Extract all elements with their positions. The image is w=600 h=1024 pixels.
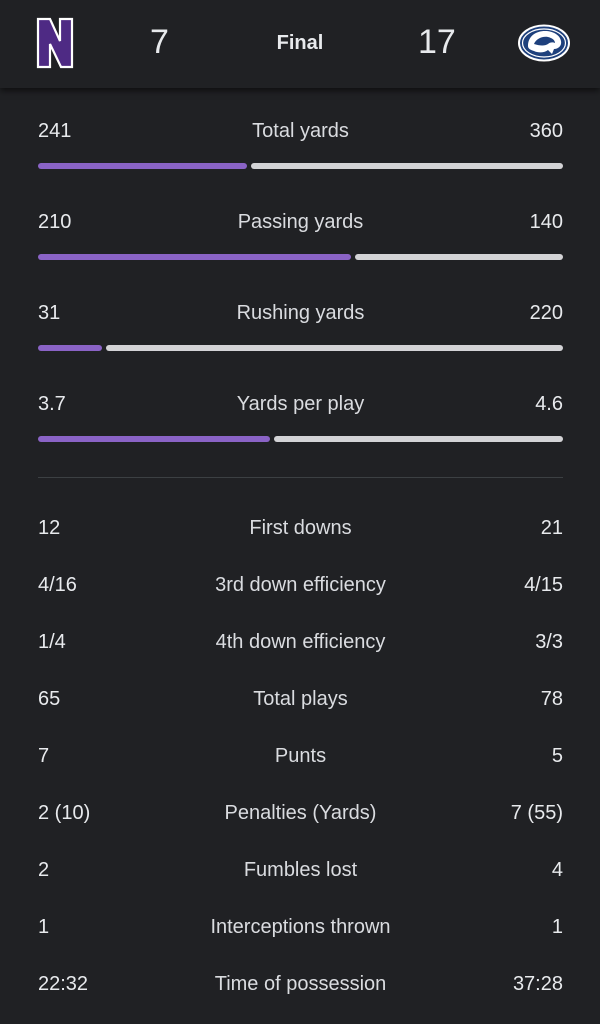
stat-row: Punts 7 5 [38, 741, 563, 771]
bar-stat-row: Rushing yards 31 220 [38, 298, 563, 351]
away-stat-value: 1 [551, 916, 563, 938]
stat-name: First downs [249, 517, 352, 539]
stat-name: Penalties (Yards) [224, 802, 377, 824]
stat-name: Yards per play [236, 393, 365, 415]
away-stat-value: 220 [529, 302, 563, 324]
comparison-bar [38, 163, 563, 169]
stat-row: Interceptions thrown 1 1 [38, 912, 563, 942]
bar-stat-labels: Rushing yards 31 220 [38, 298, 563, 328]
home-stat-value: 4/16 [38, 574, 77, 596]
stat-name: 4th down efficiency [215, 631, 386, 653]
bar-stat-row: Passing yards 210 140 [38, 207, 563, 260]
game-status: Final [276, 32, 324, 54]
home-stat-value: 210 [38, 211, 72, 233]
away-bar-segment [355, 254, 563, 260]
comparison-bar [38, 254, 563, 260]
away-stat-value: 3/3 [535, 631, 563, 653]
scoreboard-header: 7 Final 17 [0, 0, 600, 88]
home-stat-value: 12 [38, 517, 61, 539]
away-bar-segment [274, 436, 563, 442]
home-stat-value: 31 [38, 302, 61, 324]
stat-name: Time of possession [214, 973, 387, 995]
bar-stat-row: Yards per play 3.7 4.6 [38, 389, 563, 442]
comparison-bar [38, 436, 563, 442]
away-score: 17 [418, 23, 456, 61]
section-divider [38, 477, 563, 478]
away-stat-value: 21 [540, 517, 563, 539]
away-stat-value: 7 (55) [510, 802, 563, 824]
stat-row: First downs 12 21 [38, 513, 563, 543]
stat-name: Fumbles lost [243, 859, 358, 881]
stat-name: Total plays [253, 688, 348, 710]
home-stat-value: 2 [38, 859, 50, 881]
stat-name: Passing yards [237, 211, 364, 233]
stat-name: 3rd down efficiency [215, 574, 386, 596]
stat-row: 4th down efficiency 1/4 3/3 [38, 627, 563, 657]
home-bar-segment [38, 163, 247, 169]
away-stat-value: 360 [529, 120, 563, 142]
away-stat-value: 78 [540, 688, 563, 710]
away-stat-value: 4 [551, 859, 563, 881]
home-stat-value: 22:32 [38, 973, 89, 995]
stat-row: Penalties (Yards) 2 (10) 7 (55) [38, 798, 563, 828]
home-bar-segment [38, 436, 270, 442]
away-stat-value: 4/15 [524, 574, 563, 596]
stat-name: Punts [274, 745, 327, 767]
stat-row: Total plays 65 78 [38, 684, 563, 714]
home-stat-value: 1/4 [38, 631, 66, 653]
home-stat-value: 3.7 [38, 393, 66, 415]
stat-name: Rushing yards [236, 302, 365, 324]
away-stat-value: 37:28 [512, 973, 563, 995]
northwestern-n-logo-icon[interactable] [36, 17, 74, 69]
home-stat-value: 7 [38, 745, 50, 767]
bar-stat-labels: Passing yards 210 140 [38, 207, 563, 237]
bar-stat-row: Total yards 241 360 [38, 116, 563, 169]
comparison-bar [38, 345, 563, 351]
bar-stat-labels: Yards per play 3.7 4.6 [38, 389, 563, 419]
stat-name: Total yards [252, 120, 349, 142]
home-stat-value: 2 (10) [38, 802, 91, 824]
stat-name: Interceptions thrown [210, 916, 391, 938]
stat-row: 3rd down efficiency 4/16 4/15 [38, 570, 563, 600]
away-bar-segment [251, 163, 563, 169]
stat-row: Time of possession 22:32 37:28 [38, 969, 563, 999]
home-bar-segment [38, 345, 102, 351]
stat-row: Fumbles lost 2 4 [38, 855, 563, 885]
home-stat-value: 1 [38, 916, 50, 938]
away-stat-value: 140 [529, 211, 563, 233]
penn-state-lion-logo-icon[interactable] [518, 24, 570, 62]
home-stat-value: 65 [38, 688, 61, 710]
bar-stat-labels: Total yards 241 360 [38, 116, 563, 146]
away-stat-value: 4.6 [535, 393, 563, 415]
away-stat-value: 5 [551, 745, 563, 767]
home-score: 7 [150, 23, 169, 61]
home-bar-segment [38, 254, 351, 260]
home-stat-value: 241 [38, 120, 72, 142]
away-bar-segment [106, 345, 563, 351]
